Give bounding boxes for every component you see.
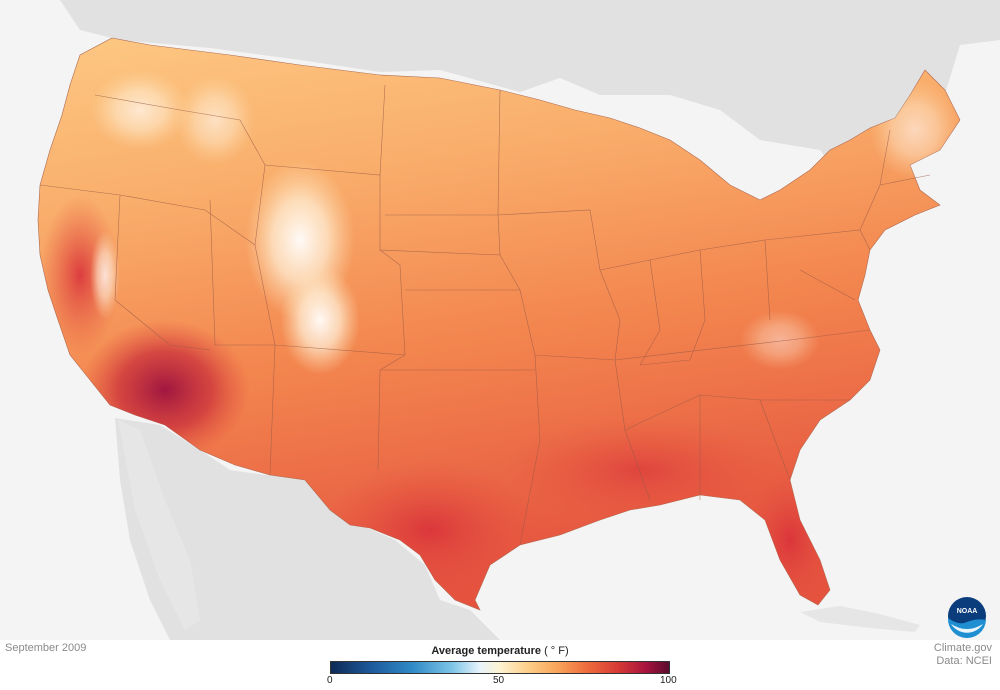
mexico-land xyxy=(115,418,500,640)
legend-title: Average temperature ( ° F) xyxy=(330,645,670,657)
sierra-cool xyxy=(90,230,120,320)
footer-bar: September 2009 Average temperature ( ° F… xyxy=(0,640,1000,690)
baja-land xyxy=(118,420,200,630)
credit-source: Climate.gov xyxy=(933,642,992,654)
credit-data: Data: NCEI xyxy=(936,655,992,667)
northwest-cool xyxy=(90,70,190,150)
legend-title-text: Average temperature xyxy=(431,645,541,657)
legend-tick-max: 100 xyxy=(660,675,677,686)
legend-tick-mid: 50 xyxy=(493,675,505,686)
state-borders xyxy=(39,84,931,546)
canada-land xyxy=(60,0,1000,185)
noaa-logo-text: NOAA xyxy=(957,608,978,615)
legend-colorbar xyxy=(330,661,670,674)
contiguous-us xyxy=(37,37,961,611)
cuba-land xyxy=(800,606,920,632)
montana-cool xyxy=(175,75,255,165)
legend-unit: ( ° F) xyxy=(544,645,569,657)
appalachian-cool xyxy=(740,310,820,370)
legend-tick-min: 0 xyxy=(327,675,333,686)
temperature-field xyxy=(40,70,960,610)
date-label: September 2009 xyxy=(5,642,87,654)
colorado-cool xyxy=(280,265,360,375)
temperature-map: NOAA xyxy=(37,0,1000,640)
noaa-logo: NOAA xyxy=(947,597,986,639)
